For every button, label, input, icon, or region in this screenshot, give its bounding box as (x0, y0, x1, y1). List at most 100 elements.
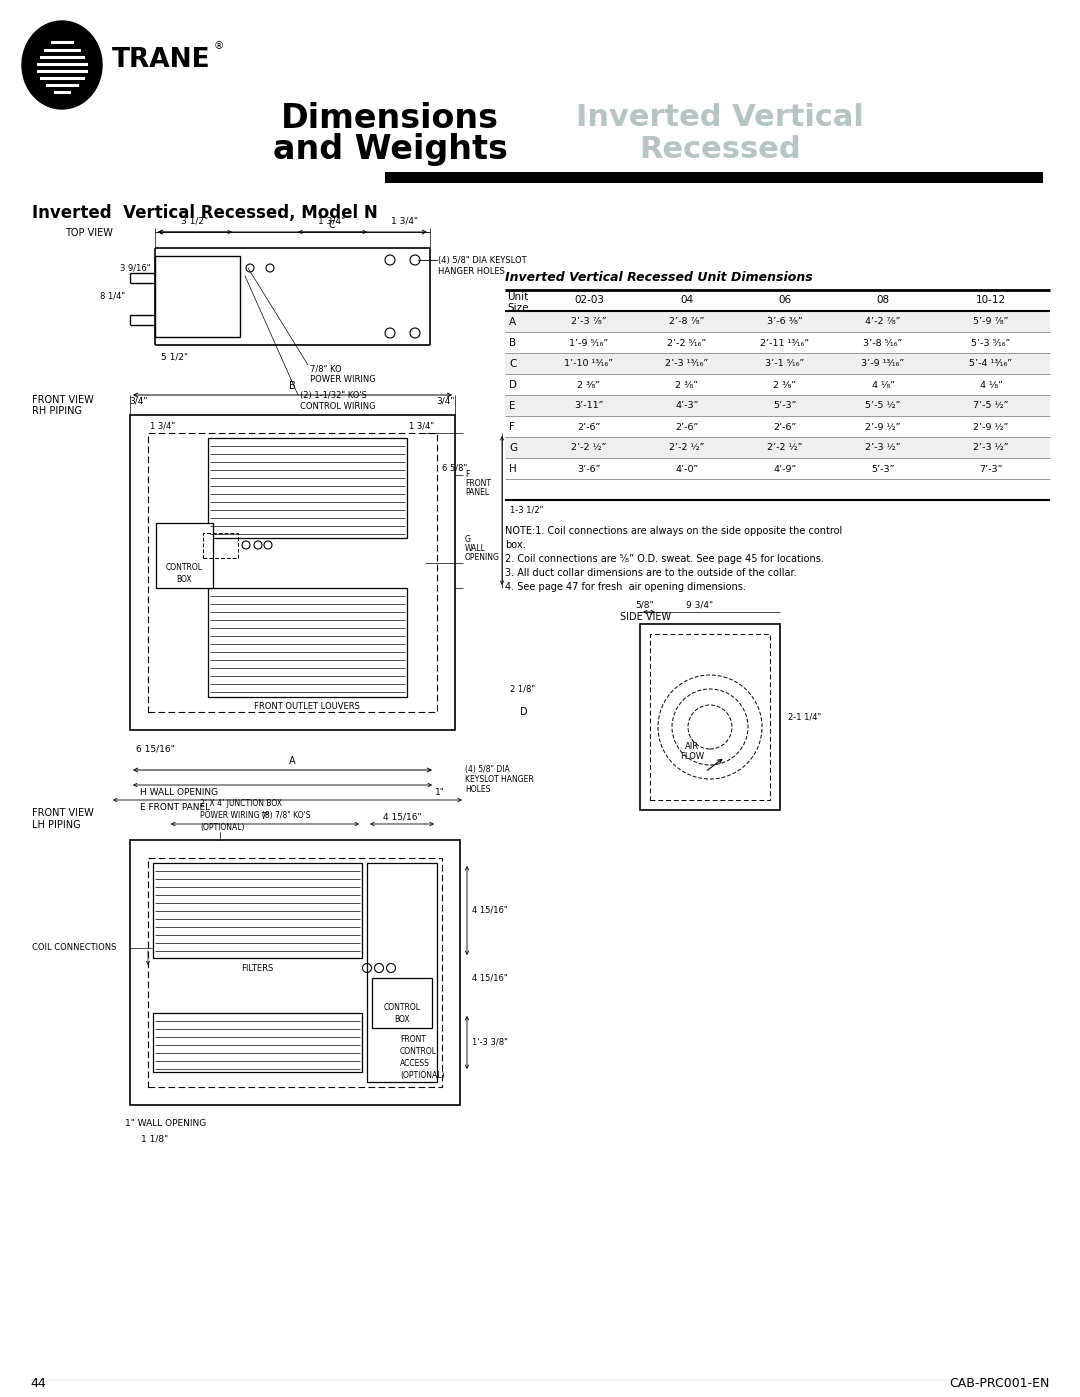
Text: 4’-3”: 4’-3” (675, 401, 699, 411)
Text: 4 15/16": 4 15/16" (472, 905, 508, 915)
Text: OPENING: OPENING (465, 553, 500, 562)
Bar (203, 534, 238, 557)
Text: and Weights: and Weights (272, 134, 508, 166)
Text: 6 15/16": 6 15/16" (136, 745, 174, 754)
Text: 2’-9 ½”: 2’-9 ½” (865, 422, 901, 432)
Text: 7’-5 ½”: 7’-5 ½” (973, 401, 1009, 411)
Text: C: C (509, 359, 516, 369)
Text: 44: 44 (30, 1377, 45, 1390)
Text: 1 3/4": 1 3/4" (409, 422, 434, 430)
Bar (505, 312, 1050, 332)
Text: LH PIPING: LH PIPING (32, 820, 81, 830)
Text: 5’-5 ½”: 5’-5 ½” (865, 401, 901, 411)
Text: box.: box. (505, 541, 526, 550)
Text: FRONT OUTLET LOUVERS: FRONT OUTLET LOUVERS (254, 703, 360, 711)
Text: H: H (509, 464, 516, 474)
Text: 5/8": 5/8" (636, 601, 654, 610)
Text: 4 ¹⁄₈”: 4 ¹⁄₈” (980, 380, 1002, 390)
Text: 1 1/8": 1 1/8" (141, 1134, 168, 1144)
Text: 2’-6”: 2’-6” (578, 422, 600, 432)
Text: 2 ³⁄₈”: 2 ³⁄₈” (578, 380, 600, 390)
Text: 2 ³⁄₈”: 2 ³⁄₈” (773, 380, 797, 390)
Text: A: A (288, 756, 295, 766)
Text: F: F (509, 422, 515, 432)
Text: FRONT: FRONT (465, 479, 491, 488)
Text: SIDE VIEW: SIDE VIEW (620, 612, 671, 622)
Text: FLOW: FLOW (680, 752, 704, 761)
Text: 3. All duct collar dimensions are to the outside of the collar.: 3. All duct collar dimensions are to the… (505, 569, 797, 578)
Text: Inverted Vertical: Inverted Vertical (576, 103, 864, 133)
Text: 2’-8 ⁷⁄₈”: 2’-8 ⁷⁄₈” (670, 317, 705, 327)
Text: 4 ¹⁄₈”: 4 ¹⁄₈” (872, 380, 894, 390)
Text: HOLES: HOLES (465, 785, 490, 793)
Text: 1 3/4": 1 3/4" (319, 217, 346, 225)
Text: (4) 5/8" DIA KEYSLOT: (4) 5/8" DIA KEYSLOT (438, 256, 527, 265)
Bar (505, 353, 1050, 374)
Text: TOP VIEW: TOP VIEW (65, 228, 113, 237)
Text: ACCESS: ACCESS (400, 1059, 430, 1067)
Text: 08: 08 (877, 295, 890, 305)
Text: 3 9/16": 3 9/16" (120, 264, 150, 272)
Text: B: B (288, 381, 295, 391)
Text: TRANE: TRANE (112, 47, 211, 73)
Text: 04: 04 (680, 295, 693, 305)
Text: AIR: AIR (685, 742, 699, 752)
Text: 2’-6”: 2’-6” (675, 422, 699, 432)
Text: CONTROL WIRING: CONTROL WIRING (300, 402, 376, 411)
Text: 2’-2 ⁵⁄₁₆”: 2’-2 ⁵⁄₁₆” (667, 338, 706, 348)
Text: 9 3/4": 9 3/4" (687, 601, 714, 610)
Text: POWER WIRING: POWER WIRING (310, 374, 376, 384)
Text: WALL: WALL (465, 543, 486, 553)
Text: F: F (465, 469, 470, 479)
Text: Inverted  Vertical Recessed, Model N: Inverted Vertical Recessed, Model N (32, 204, 378, 222)
Text: 2’-9 ½”: 2’-9 ½” (973, 422, 1009, 432)
Text: 2’-6”: 2’-6” (773, 422, 797, 432)
Text: KEYSLOT HANGER: KEYSLOT HANGER (465, 775, 534, 784)
Text: RH PIPING: RH PIPING (32, 407, 82, 416)
Text: E FRONT PANEL: E FRONT PANEL (140, 803, 211, 812)
Text: (OPTIONAL): (OPTIONAL) (200, 823, 244, 833)
Text: 06: 06 (779, 295, 792, 305)
Text: CONTROL: CONTROL (400, 1046, 437, 1056)
Text: (2) 1-1/32" KO'S: (2) 1-1/32" KO'S (300, 391, 367, 400)
Text: Inverted Vertical Recessed Unit Dimensions: Inverted Vertical Recessed Unit Dimensio… (505, 271, 813, 284)
Bar (505, 395, 1050, 416)
Text: 3’-9 ¹³⁄₁₆”: 3’-9 ¹³⁄₁₆” (862, 359, 905, 369)
Text: 1-3 1/2": 1-3 1/2" (510, 506, 543, 514)
Text: E: E (509, 401, 515, 411)
Bar (153, 1013, 362, 1071)
Text: 2’-2 ½”: 2’-2 ½” (571, 443, 607, 453)
Text: Unit: Unit (507, 292, 528, 302)
Text: 3’-8 ⁵⁄₁₆”: 3’-8 ⁵⁄₁₆” (863, 338, 903, 348)
Text: 02-03: 02-03 (573, 295, 604, 305)
Ellipse shape (22, 21, 102, 109)
Text: 1’-10 ¹³⁄₁₆”: 1’-10 ¹³⁄₁₆” (565, 359, 613, 369)
Text: Dimensions: Dimensions (281, 102, 499, 134)
Text: ®: ® (214, 41, 225, 52)
Text: 4 15/16": 4 15/16" (382, 812, 421, 821)
Text: 1 3/4": 1 3/4" (391, 217, 419, 225)
Text: 3’-6 ³⁄₈”: 3’-6 ³⁄₈” (767, 317, 802, 327)
Text: 1": 1" (435, 788, 445, 798)
Bar (505, 437, 1050, 458)
Text: (4) 5/8" DIA: (4) 5/8" DIA (465, 766, 510, 774)
Text: 5’-4 ¹³⁄₁₆”: 5’-4 ¹³⁄₁₆” (970, 359, 1013, 369)
Text: 4’-2 ⁷⁄₈”: 4’-2 ⁷⁄₈” (865, 317, 901, 327)
Text: 4 15/16": 4 15/16" (472, 974, 508, 982)
Text: 1'-3 3/8": 1'-3 3/8" (472, 1038, 508, 1046)
Text: PANEL: PANEL (465, 488, 489, 497)
Text: 2 1/8": 2 1/8" (510, 685, 535, 693)
Text: 2’-11 ¹³⁄₁₆”: 2’-11 ¹³⁄₁₆” (760, 338, 810, 348)
Text: 3/4": 3/4" (130, 395, 148, 405)
Text: 3’-1 ⁵⁄₁₆”: 3’-1 ⁵⁄₁₆” (766, 359, 805, 369)
Text: 2’-3 ½”: 2’-3 ½” (865, 443, 901, 453)
Text: D: D (519, 707, 528, 717)
Bar (130, 415, 455, 731)
Text: 6 5/8": 6 5/8" (442, 464, 468, 472)
Text: CONTROL: CONTROL (383, 1003, 420, 1013)
Text: (OPTIONAL): (OPTIONAL) (400, 1071, 445, 1080)
Bar (640, 624, 780, 810)
Text: 2’ X 4’ JUNCTION BOX: 2’ X 4’ JUNCTION BOX (200, 799, 282, 807)
Text: 8 1/4": 8 1/4" (99, 292, 125, 300)
Text: BOX: BOX (176, 574, 192, 584)
